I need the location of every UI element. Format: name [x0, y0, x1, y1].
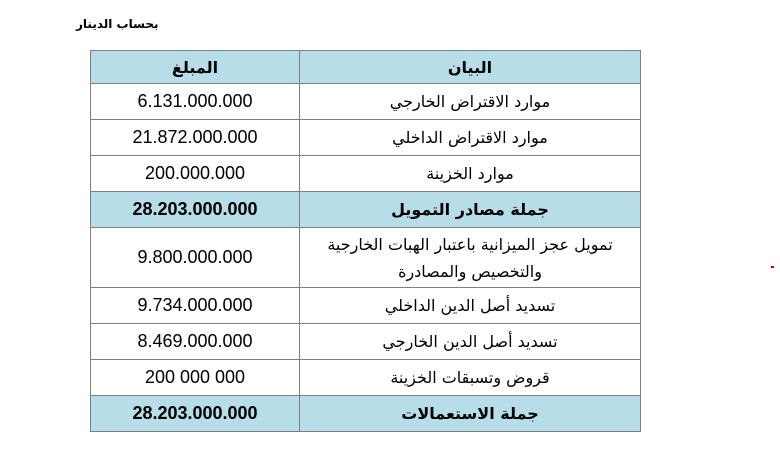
amount-cell: 28.203.000.000: [90, 395, 300, 432]
table: البيان المبلغ موارد الاقتراض الخارجي 6.13…: [90, 50, 641, 432]
header-row: البيان المبلغ: [90, 50, 641, 84]
label-cell: تمويل عجز الميزانية باعتبار الهبات الخار…: [299, 227, 641, 288]
total-row: جملة الاستعمالات 28.203.000.000: [90, 395, 641, 432]
row: تسديد أصل الدين الداخلي 9.734.000.000: [90, 287, 641, 324]
row: تسديد أصل الدين الخارجي 8.469.000.000: [90, 323, 641, 360]
amount-cell: 21.872.000.000: [90, 119, 300, 156]
label-cell: قروض وتسبقات الخزينة: [299, 359, 641, 396]
label-cell: تسديد أصل الدين الخارجي: [299, 323, 641, 360]
amount-cell: 200 000 000: [90, 359, 300, 396]
label-cell: موارد الاقتراض الداخلي: [299, 119, 641, 156]
label-cell: تسديد أصل الدين الداخلي: [299, 287, 641, 324]
amount-cell: 9.734.000.000: [90, 287, 300, 324]
amount-cell: 9.800.000.000: [90, 227, 300, 288]
amount-cell: 28.203.000.000: [90, 191, 300, 228]
amount-cell: 6.131.000.000: [90, 83, 300, 120]
row: تمويل عجز الميزانية باعتبار الهبات الخار…: [90, 227, 641, 288]
label-cell: جملة الاستعمالات: [299, 395, 641, 432]
row: موارد الخزينة 200.000.000: [90, 155, 641, 192]
caption: بحساب الدينار: [76, 17, 159, 31]
row: موارد الاقتراض الداخلي 21.872.000.000: [90, 119, 641, 156]
amount-cell: 200.000.000: [90, 155, 300, 192]
red-mark: [771, 266, 774, 268]
header-cell: المبلغ: [90, 50, 300, 84]
label-cell: موارد الاقتراض الخارجي: [299, 83, 641, 120]
label-cell: موارد الخزينة: [299, 155, 641, 192]
label-cell: جملة مصادر التمويل: [299, 191, 641, 228]
row: قروض وتسبقات الخزينة 200 000 000: [90, 359, 641, 396]
total-row: جملة مصادر التمويل 28.203.000.000: [90, 191, 641, 228]
row: موارد الاقتراض الخارجي 6.131.000.000: [90, 83, 641, 120]
amount-cell: 8.469.000.000: [90, 323, 300, 360]
header-cell: البيان: [299, 50, 641, 84]
